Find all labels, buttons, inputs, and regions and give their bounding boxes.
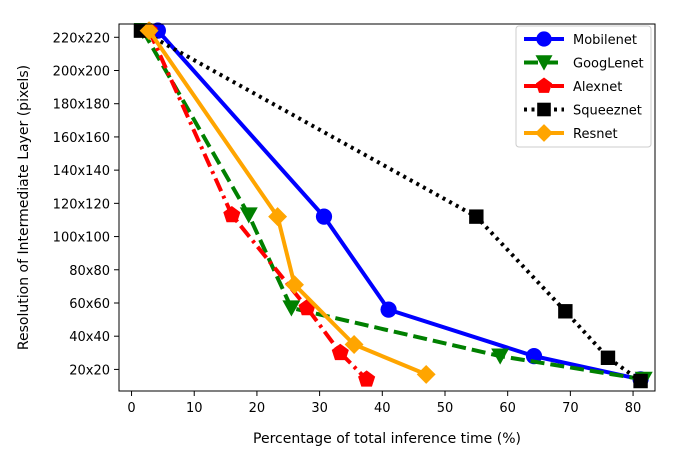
- series-resnet: [139, 21, 436, 384]
- data-point-squeeznet: [633, 373, 648, 389]
- data-point-resnet: [344, 335, 364, 354]
- data-point-resnet: [268, 207, 288, 227]
- x-tick-label: 20: [249, 401, 266, 416]
- legend: Mobilenet GoogLenet Alexnet Squeeznet Resnet: [515, 25, 652, 148]
- x-tick-label: 40: [374, 401, 391, 416]
- data-point-squeeznet: [600, 350, 616, 365]
- y-tick-label: 100x100: [53, 231, 110, 246]
- data-point-resnet: [139, 21, 159, 41]
- y-tick-label: 80x80: [69, 264, 110, 279]
- data-point-squeeznet: [558, 304, 573, 319]
- y-tick-label: 20x20: [69, 363, 110, 378]
- axis-ticks: 0 10 20 30 40 50 60 70 80 20x20 40x40 60x60 80x80 100…: [53, 31, 642, 416]
- data-point-alexnet: [223, 205, 241, 223]
- x-tick-label: 10: [186, 401, 203, 416]
- legend-item-googlenet: GoogLenet: [524, 55, 644, 72]
- series-squeeznet: [133, 23, 648, 389]
- data-point-alexnet: [358, 370, 376, 387]
- data-point-mobilenet: [380, 301, 397, 318]
- y-tick-label: 120x120: [53, 197, 110, 212]
- y-tick-label: 180x180: [53, 98, 110, 113]
- data-point-googlenet: [282, 300, 301, 317]
- y-tick-label: 160x160: [53, 131, 110, 146]
- legend-marker: [535, 77, 553, 93]
- legend-item-mobilenet: Mobilenet: [524, 31, 637, 48]
- legend-label: Alexnet: [573, 80, 622, 95]
- legend-marker: [537, 102, 551, 117]
- legend-marker: [536, 31, 552, 47]
- y-tick-label: 40x40: [69, 330, 110, 345]
- data-point-googlenet: [491, 348, 510, 365]
- legend-label: Mobilenet: [573, 33, 637, 48]
- data-point-resnet: [416, 364, 436, 384]
- legend-label: Resnet: [573, 127, 618, 142]
- y-tick-label: 140x140: [53, 164, 110, 179]
- x-tick-label: 0: [127, 401, 135, 416]
- y-axis-label: Resolution of Intermediate Layer (pixels…: [16, 65, 32, 350]
- series-line-googlenet: [141, 29, 645, 382]
- y-tick-label: 60x60: [69, 297, 110, 312]
- x-tick-label: 60: [499, 401, 516, 416]
- data-point-squeeznet: [469, 209, 484, 224]
- y-tick-label: 220x220: [53, 31, 110, 46]
- legend-marker: [535, 124, 553, 142]
- legend-item-alexnet: Alexnet: [524, 77, 622, 95]
- data-point-googlenet: [239, 207, 258, 224]
- x-tick-label: 80: [625, 401, 642, 416]
- legend-marker: [535, 55, 553, 71]
- data-point-mobilenet: [315, 208, 333, 225]
- data-point-mobilenet: [525, 348, 543, 365]
- legend-item-resnet: Resnet: [524, 124, 618, 142]
- plot-series: [133, 21, 653, 389]
- legend-label: GoogLenet: [573, 57, 644, 72]
- plot-frame: [118, 23, 656, 392]
- data-point-resnet: [285, 275, 304, 295]
- legend-label: Squeeznet: [573, 104, 642, 119]
- data-point-alexnet: [331, 343, 349, 361]
- legend-item-squeeznet: Squeeznet: [524, 102, 642, 119]
- y-tick-label: 200x200: [53, 64, 110, 79]
- series-line-alexnet: [147, 29, 369, 381]
- x-tick-label: 50: [437, 401, 454, 416]
- x-axis-label: Percentage of total inference time (%): [253, 431, 521, 447]
- x-tick-label: 30: [311, 401, 328, 416]
- series-line-squeeznet: [139, 28, 642, 383]
- x-tick-label: 70: [562, 401, 579, 416]
